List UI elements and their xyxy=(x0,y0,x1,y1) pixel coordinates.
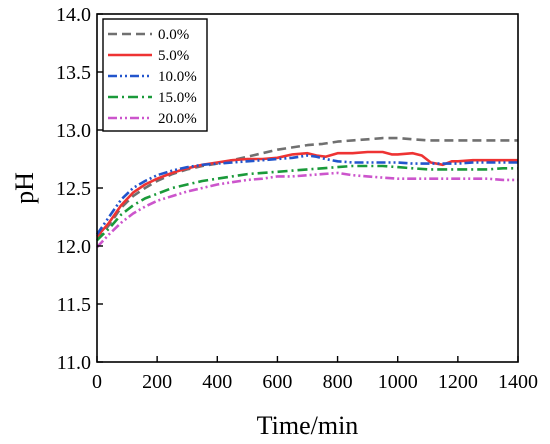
ticks-layer: 0 200 400 600 800 1000 1200 1400 11.0 11.5 12.0 12.… xyxy=(56,4,538,393)
y-axis-title: pH xyxy=(10,172,39,204)
x-tick-label: 1400 xyxy=(498,371,538,393)
legend-label-1: 0.0% xyxy=(158,27,189,43)
y-tick-label: 12.5 xyxy=(56,178,91,200)
legend-label-5: 20.0% xyxy=(158,111,197,127)
x-tick-label: 200 xyxy=(142,371,172,393)
legend-label-4: 15.0% xyxy=(158,90,197,106)
x-tick-label: 400 xyxy=(202,371,232,393)
y-tick-label: 11.0 xyxy=(57,352,91,374)
series-layer xyxy=(95,136,518,249)
x-axis-title: Time/min xyxy=(257,411,359,440)
legend-label-3: 10.0% xyxy=(158,69,197,85)
x-tick-label: 1200 xyxy=(438,371,478,393)
x-tick-label: 800 xyxy=(323,371,353,393)
x-tick-label: 1000 xyxy=(378,371,418,393)
x-tick-label: 0 xyxy=(92,371,102,393)
y-tick-label: 13.0 xyxy=(56,120,91,142)
legend-label-2: 5.0% xyxy=(158,48,189,64)
series-line-1 xyxy=(95,136,518,242)
series-line-4 xyxy=(96,164,518,242)
y-tick-label: 14.0 xyxy=(56,4,91,26)
series-line-5 xyxy=(96,171,518,249)
y-tick-label: 12.0 xyxy=(56,236,91,258)
legend: 0.0% 5.0% 10.0% 15.0% 20.0% xyxy=(102,18,208,132)
x-tick-label: 600 xyxy=(262,371,292,393)
y-tick-label: 11.5 xyxy=(57,294,91,316)
series-line-3 xyxy=(95,154,518,236)
y-tick-label: 13.5 xyxy=(56,62,91,84)
